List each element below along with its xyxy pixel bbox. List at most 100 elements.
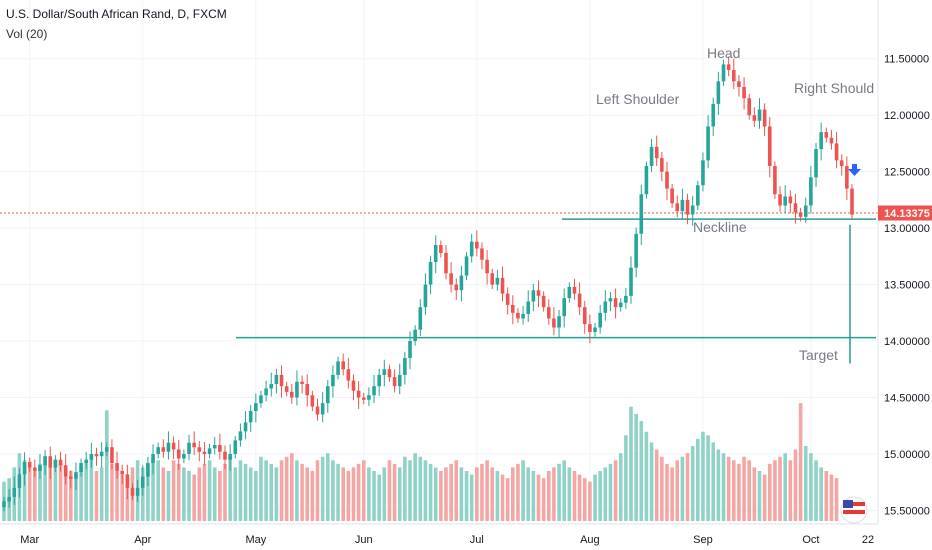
volume-bars — [2, 403, 839, 521]
volume-bar — [182, 467, 186, 521]
volume-bar — [500, 474, 505, 521]
volume-bar — [685, 453, 690, 521]
candle-body — [69, 476, 73, 479]
volume-bar — [706, 435, 710, 521]
candle-body — [762, 109, 767, 127]
candle-body — [675, 203, 680, 212]
candle-body — [151, 453, 155, 464]
candle-body — [454, 284, 459, 291]
volume-bar — [413, 453, 417, 521]
volume-bar — [120, 474, 125, 521]
candle-body — [125, 474, 130, 488]
candle-body — [176, 449, 181, 459]
candle-body — [192, 442, 196, 448]
volume-bar — [731, 460, 736, 521]
candle-body — [593, 327, 597, 333]
candle-body — [490, 273, 495, 285]
candle-body — [115, 463, 119, 471]
candle-body — [757, 109, 762, 121]
volume-bar — [320, 456, 325, 521]
candle-body — [726, 64, 731, 71]
candle-body — [449, 273, 453, 285]
volume-bar — [454, 460, 459, 521]
candle-body — [778, 194, 782, 206]
candle-body — [387, 369, 392, 378]
volume-bar — [598, 471, 602, 521]
candle-body — [243, 422, 248, 432]
candle-body — [618, 302, 623, 308]
candle-body — [629, 267, 633, 296]
volume-bar — [156, 460, 160, 521]
last-price-label: 14.13375 — [884, 208, 930, 220]
time-tick-label: Sep — [693, 534, 713, 546]
candle-body — [315, 406, 320, 415]
candle-body — [567, 286, 572, 299]
candle-body — [839, 160, 844, 167]
volume-bar — [295, 460, 299, 521]
volume-bar — [238, 460, 243, 521]
candle-body — [325, 386, 330, 404]
candle-body — [824, 132, 829, 138]
candle-body — [690, 205, 695, 215]
volume-bar — [449, 463, 453, 521]
volume-bar — [269, 463, 274, 521]
candle-body — [660, 158, 664, 172]
candle-body — [464, 256, 469, 276]
candle-body — [84, 459, 89, 464]
volume-bar — [356, 463, 361, 521]
volume-bar — [187, 471, 191, 521]
volume-bar — [793, 449, 798, 521]
volume-bar — [99, 467, 104, 521]
left-shoulder-label: Left Shoulder — [596, 91, 680, 107]
volume-bar — [89, 456, 94, 521]
candle-body — [516, 312, 520, 319]
neckline-label: Neckline — [693, 219, 747, 235]
candle-body — [711, 103, 716, 127]
candle-body — [588, 324, 592, 333]
volume-bar — [284, 456, 289, 521]
candle-body — [541, 295, 546, 308]
candle-body — [500, 277, 505, 294]
time-tick-label: May — [245, 534, 266, 546]
candle-body — [79, 463, 83, 473]
volume-bar — [259, 456, 263, 521]
volume-bar — [403, 456, 407, 521]
candle-body — [716, 81, 721, 104]
candle-body — [814, 149, 818, 178]
volume-bar — [53, 460, 58, 521]
candle-body — [819, 132, 823, 150]
price-axis: 15.50000 15.00000 14.50000 14.00000 13.50000… — [884, 54, 930, 518]
candle-body — [613, 298, 618, 308]
candle-body — [367, 395, 371, 400]
volume-bar — [444, 467, 448, 521]
candle-body — [834, 143, 839, 161]
volume-bar — [176, 463, 181, 521]
volume-bar — [331, 460, 335, 521]
volume-bar — [757, 471, 762, 521]
chart-title: U.S. Dollar/South African Rand, D, FXCM — [6, 7, 227, 21]
candle-body — [171, 442, 176, 450]
candle-body — [254, 403, 258, 412]
candle-body — [403, 357, 407, 375]
candle-body — [228, 453, 232, 460]
candle-body — [356, 390, 361, 398]
candle-body — [146, 463, 150, 477]
candle-body — [320, 403, 325, 415]
volume-bar — [192, 474, 196, 521]
candle-body — [680, 199, 685, 212]
volume-bar — [675, 460, 680, 521]
volume-bar — [315, 460, 320, 521]
volume-bar — [428, 463, 433, 521]
candle-body — [737, 81, 741, 87]
candle-body — [582, 307, 587, 325]
volume-bar — [552, 467, 556, 521]
candle-body — [212, 444, 217, 449]
candle-body — [485, 259, 489, 274]
volume-bar — [505, 478, 510, 521]
candle-body — [290, 391, 294, 398]
candle-body — [521, 313, 525, 319]
candle-body — [562, 298, 566, 317]
volume-bar — [629, 406, 633, 521]
volume-bar — [223, 463, 227, 521]
